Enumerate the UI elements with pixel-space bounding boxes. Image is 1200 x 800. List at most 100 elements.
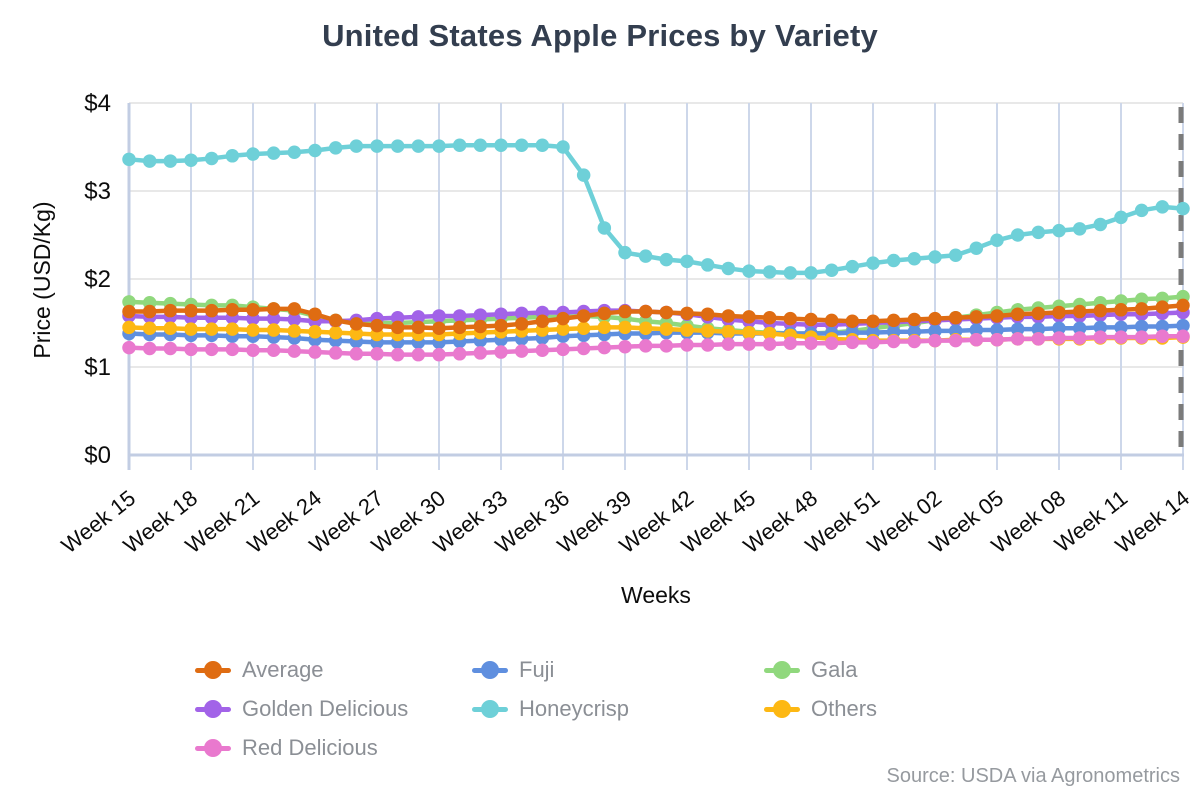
data-point — [370, 139, 384, 153]
legend-marker-average-icon — [195, 660, 231, 679]
data-point — [618, 340, 632, 354]
data-point — [1114, 320, 1128, 335]
data-point — [452, 138, 467, 152]
data-point — [721, 261, 736, 276]
data-point — [618, 304, 632, 319]
data-point — [349, 326, 364, 341]
data-point — [163, 154, 178, 168]
data-point — [762, 337, 777, 351]
data-point — [742, 310, 756, 324]
data-point — [452, 309, 467, 323]
data-point — [556, 342, 570, 357]
data-point — [886, 334, 901, 349]
data-point — [845, 335, 860, 350]
data-point — [266, 343, 281, 358]
data-point — [473, 319, 488, 334]
data-point — [1134, 302, 1149, 316]
data-point — [246, 147, 260, 161]
data-point — [328, 346, 343, 360]
data-point — [390, 310, 405, 325]
data-point — [411, 320, 426, 335]
legend-item-average[interactable]: Average — [195, 657, 472, 683]
data-point — [721, 309, 736, 323]
data-point — [225, 303, 240, 317]
data-point — [246, 303, 260, 317]
series-honeycrisp — [122, 138, 1190, 280]
data-point — [349, 347, 364, 361]
data-point — [618, 320, 632, 335]
data-point — [1134, 319, 1149, 334]
legend-item-gala[interactable]: Gala — [764, 657, 877, 683]
data-point — [1155, 200, 1170, 214]
data-point — [969, 323, 984, 337]
data-point — [328, 325, 343, 340]
y-tick-label: $1 — [84, 354, 111, 381]
data-point — [824, 336, 839, 350]
data-point — [1114, 303, 1128, 317]
data-point — [494, 318, 508, 333]
data-point — [990, 323, 1004, 337]
data-point — [680, 338, 694, 352]
data-point — [948, 333, 963, 348]
data-point — [638, 249, 653, 263]
data-point — [700, 307, 715, 321]
data-point — [1134, 203, 1149, 218]
data-point — [638, 304, 653, 319]
legend-marker-fuji-icon — [472, 660, 508, 679]
data-point — [370, 318, 384, 333]
data-point — [266, 302, 281, 316]
data-point — [824, 263, 839, 277]
legend-item-golden-delicious[interactable]: Golden Delicious — [195, 696, 472, 722]
y-tick-label: $0 — [84, 442, 111, 469]
data-point — [514, 138, 529, 152]
data-point — [452, 320, 467, 335]
data-point — [1134, 292, 1149, 306]
data-point — [659, 252, 674, 267]
data-point — [204, 342, 219, 357]
data-point — [886, 253, 901, 268]
data-point — [804, 312, 818, 327]
data-point — [204, 151, 219, 166]
data-point — [122, 304, 136, 319]
data-point — [411, 310, 426, 324]
data-point — [266, 323, 281, 337]
data-point — [411, 139, 426, 153]
data-point — [390, 139, 405, 153]
data-point — [246, 323, 260, 337]
legend-item-fuji[interactable]: Fuji — [472, 657, 764, 683]
legend-marker-others-icon — [764, 699, 800, 718]
y-tick-label: $2 — [84, 266, 111, 293]
data-point — [783, 266, 798, 280]
data-point — [597, 306, 612, 321]
data-point — [432, 309, 446, 323]
data-point — [597, 320, 612, 335]
data-point — [556, 140, 570, 154]
data-point — [514, 344, 529, 358]
data-point — [700, 324, 715, 338]
data-point — [1114, 210, 1128, 225]
data-point — [845, 259, 860, 274]
data-point — [308, 307, 322, 321]
data-point — [266, 146, 281, 160]
data-point — [576, 341, 591, 356]
data-point — [225, 322, 240, 336]
data-point — [597, 340, 612, 355]
legend-item-others[interactable]: Others — [764, 696, 877, 722]
data-point — [576, 321, 591, 336]
data-point — [184, 153, 198, 167]
legend-item-honeycrisp[interactable]: Honeycrisp — [472, 696, 764, 722]
legend-item-red-delicious[interactable]: Red Delicious — [195, 735, 472, 761]
data-point — [142, 154, 157, 168]
data-point — [721, 337, 736, 351]
data-point — [370, 347, 384, 361]
data-point — [721, 325, 736, 339]
data-point — [204, 322, 219, 336]
data-point — [184, 303, 198, 318]
data-point — [1031, 225, 1046, 240]
data-point — [142, 321, 157, 336]
data-point — [390, 320, 405, 335]
data-point — [494, 345, 508, 359]
data-point — [969, 310, 984, 324]
data-point — [1031, 332, 1046, 346]
